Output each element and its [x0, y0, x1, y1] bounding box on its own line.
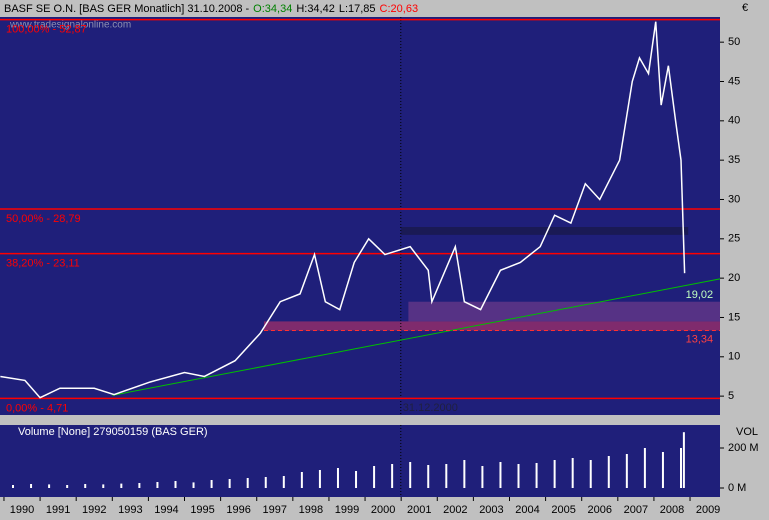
x-tick-label: 1992	[82, 504, 106, 516]
x-tick-label: 1996	[226, 504, 250, 516]
x-tick-label: 2002	[443, 504, 467, 516]
y-tick-label: 15	[728, 311, 740, 323]
price-line	[0, 21, 686, 399]
x-tick-label: 2001	[407, 504, 431, 516]
x-tick-label: 1999	[335, 504, 359, 516]
zone	[408, 301, 720, 322]
x-tick-label: 1998	[299, 504, 323, 516]
y-tick-label: 40	[728, 115, 740, 127]
x-tick-label: 2008	[660, 504, 684, 516]
y-tick-label: 35	[728, 154, 740, 166]
y-tick-label: 5	[728, 390, 734, 402]
volume-panel	[0, 425, 720, 497]
zone	[263, 321, 720, 331]
x-tick-label: 1994	[154, 504, 178, 516]
level-label: 0,00% - 4,71	[6, 402, 68, 414]
volume-title: Volume [None] 279050159 (BAS GER)	[18, 426, 208, 438]
annotation-label: 19,02	[686, 289, 714, 301]
ohlc-value: H:34,42	[296, 3, 335, 15]
currency-label: €	[742, 2, 748, 14]
trend-line	[112, 278, 721, 396]
ohlc-value: C:20,63	[380, 3, 419, 15]
x-tick-label: 1993	[118, 504, 142, 516]
chart-title: BASF SE O.N. [BAS GER Monatlich] 31.10.2…	[4, 3, 250, 15]
price-panel	[0, 17, 720, 415]
y-tick-label: 45	[728, 75, 740, 87]
y-tick-label: 30	[728, 193, 740, 205]
x-tick-label: 1997	[263, 504, 287, 516]
x-tick-label: 1990	[10, 504, 34, 516]
x-tick-label: 1991	[46, 504, 70, 516]
x-tick-label: 2003	[479, 504, 503, 516]
x-tick-label: 2004	[515, 504, 539, 516]
annotation-label: 13,34	[686, 333, 714, 345]
y-tick-label: 200 M	[728, 442, 759, 454]
y-tick-label: 0 M	[728, 482, 746, 494]
ohlc-value: L:17,85	[339, 3, 376, 15]
level-label: 100,00% - 52,87	[6, 24, 87, 36]
watermark: www.tradesignalonline.com	[9, 20, 131, 31]
volume-axis-label: VOL	[736, 426, 758, 438]
level-label: 38,20% - 23,11	[6, 258, 80, 270]
y-tick-label: 10	[728, 351, 740, 363]
y-tick-label: 25	[728, 233, 740, 245]
x-tick-label: 2005	[551, 504, 575, 516]
y-tick-label: 20	[728, 272, 740, 284]
x-tick-label: 2007	[624, 504, 648, 516]
zone	[401, 227, 689, 235]
y-tick-label: 50	[728, 36, 740, 48]
x-tick-label: 2006	[588, 504, 612, 516]
x-tick-label: 2000	[371, 504, 395, 516]
x-tick-label: 1995	[190, 504, 214, 516]
level-label: 50,00% - 28,79	[6, 213, 81, 225]
x-tick-label: 2009	[696, 504, 720, 516]
ohlc-value: O:34,34	[253, 3, 292, 15]
date-marker-label: 31.12.2000	[403, 402, 458, 414]
